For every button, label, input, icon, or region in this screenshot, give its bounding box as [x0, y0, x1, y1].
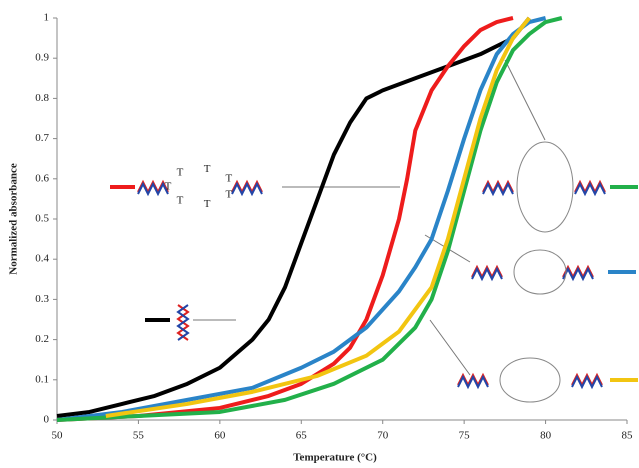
- dna-strand: [176, 304, 190, 341]
- leader-lines: [193, 59, 546, 376]
- loop-label: T: [177, 195, 184, 207]
- dna-strand: [137, 181, 169, 197]
- dna-strand: [231, 181, 263, 197]
- loop-label: T: [225, 173, 232, 185]
- loop-label: T: [204, 163, 211, 175]
- dna-strand: [562, 266, 594, 282]
- y-tick-label: 0.9: [35, 52, 49, 64]
- series-line: [56, 16, 547, 422]
- y-tick-label: 0.7: [35, 132, 49, 144]
- x-tick-label: 65: [296, 430, 308, 442]
- dna-strand: [471, 266, 503, 282]
- macrocycle: [499, 357, 561, 403]
- series-line: [105, 16, 531, 418]
- macrocycle: [513, 249, 567, 295]
- y-tick-label: 0.3: [35, 293, 49, 305]
- x-tick-label: 85: [622, 430, 634, 442]
- dna-strand: [457, 374, 489, 390]
- series-line: [56, 16, 531, 418]
- series-line: [56, 16, 563, 422]
- loop-label: T: [225, 188, 232, 200]
- x-tick-label: 75: [459, 430, 471, 442]
- y-axis-label: Normalized absorbance: [8, 163, 20, 275]
- loop-label: T: [177, 166, 184, 178]
- x-tick-label: 50: [52, 430, 64, 442]
- x-tick-label: 70: [377, 430, 389, 442]
- dna-strand: [574, 181, 606, 197]
- macrocycle: [516, 141, 574, 233]
- y-tick-label: 1: [44, 12, 50, 24]
- y-tick-label: 0.5: [35, 213, 49, 225]
- y-tick-label: 0.2: [35, 333, 49, 345]
- dna-strand: [571, 374, 603, 390]
- series-line: [56, 16, 514, 422]
- x-tick-label: 55: [133, 430, 145, 442]
- y-tick-label: 0: [44, 414, 50, 426]
- y-tick-label: 0.8: [35, 92, 49, 104]
- y-tick-label: 0.6: [35, 172, 49, 184]
- x-tick-label: 80: [540, 430, 552, 442]
- x-axis-label: Temperature (°C): [293, 452, 377, 464]
- x-tick-label: 60: [214, 430, 226, 442]
- y-tick-label: 0.4: [35, 253, 49, 265]
- dna-strand: [482, 181, 514, 197]
- y-tick-label: 0.1: [35, 373, 49, 385]
- loop-label: T: [204, 198, 211, 210]
- loop-label: T: [165, 181, 172, 193]
